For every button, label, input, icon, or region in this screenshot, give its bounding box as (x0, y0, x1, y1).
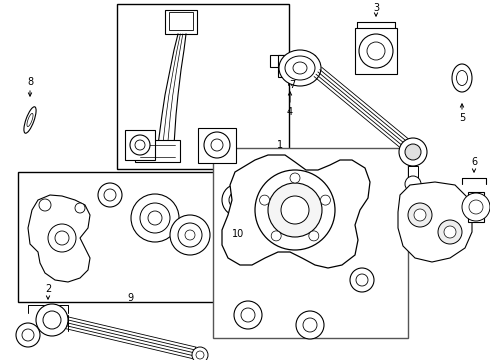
Circle shape (130, 135, 150, 155)
Circle shape (290, 173, 300, 183)
Ellipse shape (452, 64, 472, 92)
Circle shape (55, 231, 69, 245)
Ellipse shape (285, 56, 315, 80)
Text: 6: 6 (471, 157, 477, 167)
Circle shape (438, 220, 462, 244)
Text: 9: 9 (127, 293, 133, 303)
Circle shape (222, 184, 254, 216)
Circle shape (281, 196, 309, 224)
Circle shape (185, 230, 195, 240)
Bar (408, 166, 418, 184)
Polygon shape (222, 155, 370, 268)
Circle shape (414, 209, 426, 221)
Bar (198, 128, 236, 163)
Circle shape (48, 224, 76, 252)
Ellipse shape (279, 50, 321, 86)
Ellipse shape (457, 71, 467, 85)
Bar (135, 140, 180, 162)
Circle shape (39, 199, 51, 211)
Circle shape (462, 193, 490, 221)
Circle shape (303, 318, 317, 332)
Circle shape (43, 311, 61, 329)
Circle shape (350, 268, 374, 292)
Polygon shape (398, 182, 472, 262)
Circle shape (178, 223, 202, 247)
Bar (165, 10, 197, 34)
Circle shape (271, 231, 281, 241)
Circle shape (234, 196, 242, 204)
Circle shape (367, 42, 385, 60)
Circle shape (131, 194, 179, 242)
Text: 8: 8 (27, 77, 33, 87)
Bar (18, 172, 226, 302)
Bar (355, 28, 397, 74)
Circle shape (229, 191, 247, 209)
Circle shape (444, 226, 456, 238)
Ellipse shape (24, 107, 36, 133)
Circle shape (140, 203, 170, 233)
Circle shape (399, 138, 427, 166)
Circle shape (296, 311, 324, 339)
Ellipse shape (27, 113, 33, 127)
Circle shape (241, 308, 255, 322)
Circle shape (469, 200, 483, 214)
Text: 7: 7 (289, 80, 295, 90)
Circle shape (170, 215, 210, 255)
Circle shape (309, 231, 319, 241)
Bar (278, 55, 288, 77)
Circle shape (22, 329, 34, 341)
Text: 5: 5 (459, 113, 465, 123)
Circle shape (405, 144, 421, 160)
Circle shape (148, 211, 162, 225)
Circle shape (104, 189, 116, 201)
Bar (125, 130, 155, 160)
Circle shape (405, 176, 421, 192)
Bar (270, 55, 315, 67)
Circle shape (268, 183, 322, 237)
Text: 10: 10 (232, 229, 244, 239)
Circle shape (408, 203, 432, 227)
Text: 1: 1 (277, 140, 283, 150)
Bar (213, 148, 408, 338)
Circle shape (356, 274, 368, 286)
Ellipse shape (293, 62, 307, 74)
Circle shape (135, 140, 145, 150)
Circle shape (16, 323, 40, 347)
Polygon shape (28, 195, 90, 282)
Bar (117, 4, 289, 169)
Circle shape (196, 351, 204, 359)
Text: 4: 4 (287, 107, 293, 117)
Circle shape (204, 132, 230, 158)
Circle shape (255, 170, 335, 250)
Bar (468, 192, 484, 222)
Bar (169, 12, 193, 30)
Circle shape (359, 34, 393, 68)
Circle shape (75, 203, 85, 213)
Circle shape (234, 301, 262, 329)
Text: 2: 2 (45, 284, 51, 294)
Circle shape (36, 304, 68, 336)
Text: 3: 3 (373, 3, 379, 13)
Circle shape (211, 139, 223, 151)
Circle shape (260, 195, 270, 205)
Circle shape (98, 183, 122, 207)
Circle shape (320, 195, 330, 205)
Circle shape (192, 347, 208, 360)
